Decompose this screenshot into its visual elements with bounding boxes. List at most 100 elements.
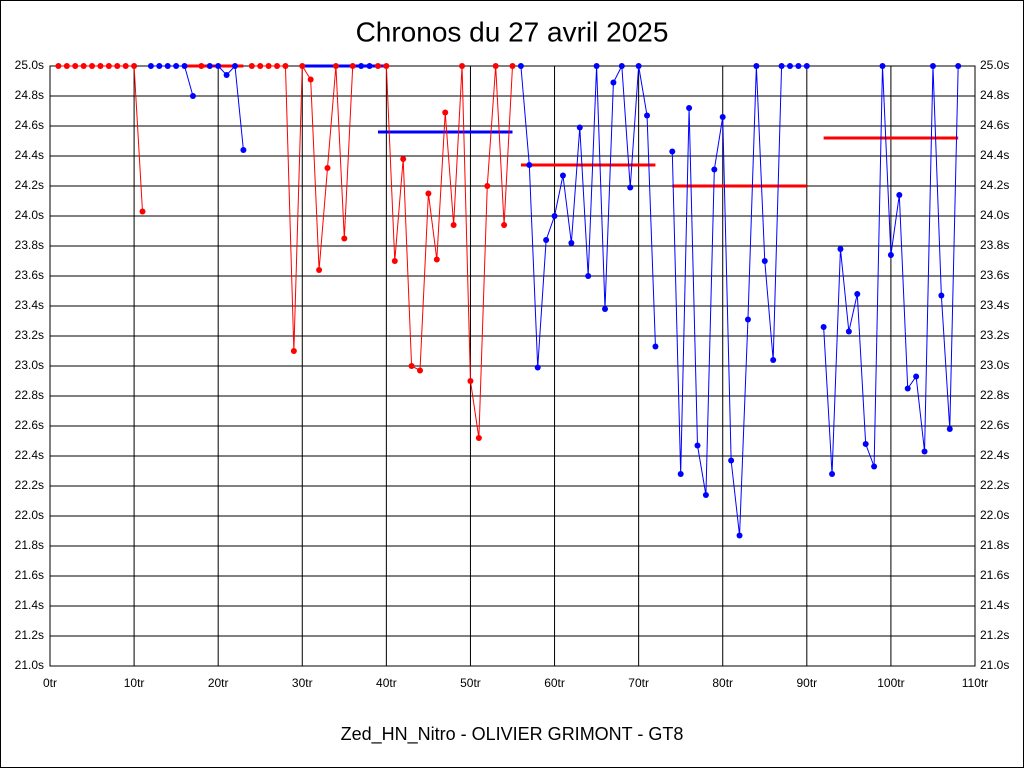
y2-tick-label: 21.2s xyxy=(980,628,1009,642)
x-tick-label: 20tr xyxy=(208,676,229,690)
lap-point xyxy=(316,267,323,273)
x-tick-label: 90tr xyxy=(796,676,817,690)
lap-point xyxy=(913,373,920,380)
lap-point xyxy=(534,364,541,371)
y-tick-label: 23.0s xyxy=(15,358,44,372)
y2-tick-label: 21.8s xyxy=(980,538,1009,552)
lap-point xyxy=(517,63,524,69)
y-tick-label: 22.2s xyxy=(15,478,44,492)
y-tick-label: 23.6s xyxy=(15,268,44,282)
lap-point xyxy=(559,172,566,179)
lap-point xyxy=(618,63,625,69)
lap-point xyxy=(820,324,827,330)
lap-point xyxy=(80,63,87,69)
lap-point xyxy=(299,63,306,69)
y2-tick-label: 23.6s xyxy=(980,268,1009,282)
y2-tick-label: 21.4s xyxy=(980,598,1009,612)
lap-point xyxy=(871,463,878,470)
lap-point xyxy=(374,63,381,69)
lap-point xyxy=(433,256,440,263)
lap-point xyxy=(854,291,861,297)
lap-point xyxy=(753,63,760,69)
lap-point xyxy=(114,63,121,69)
lap-point xyxy=(829,471,836,477)
lap-point xyxy=(526,162,533,168)
lap-point xyxy=(122,63,129,69)
lap-point xyxy=(652,343,659,350)
lap-point xyxy=(492,63,499,69)
y-tick-label: 23.8s xyxy=(15,238,44,252)
lap-point xyxy=(686,105,693,111)
lap-point xyxy=(156,63,163,69)
lap-point xyxy=(450,222,457,228)
lap-point xyxy=(400,156,407,162)
lap-point xyxy=(946,426,953,432)
y-tick-label: 24.8s xyxy=(15,88,44,102)
lap-point xyxy=(904,385,911,392)
lap-point xyxy=(282,63,289,69)
lap-point xyxy=(929,63,936,69)
lap-point xyxy=(593,63,600,69)
y2-tick-label: 21.0s xyxy=(980,658,1009,672)
lap-point xyxy=(635,63,642,69)
y2-tick-label: 24.8s xyxy=(980,88,1009,102)
lap-point xyxy=(139,208,146,215)
lap-point xyxy=(627,184,634,191)
x-tick-label: 50tr xyxy=(460,676,481,690)
lap-point xyxy=(105,63,112,69)
lap-point xyxy=(240,147,247,153)
lap-point xyxy=(568,240,575,246)
lap-point xyxy=(274,63,281,69)
lap-point xyxy=(719,114,726,120)
lap-point xyxy=(770,357,777,363)
y-tick-label: 22.8s xyxy=(15,388,44,402)
lap-point xyxy=(845,328,852,335)
lap-point xyxy=(55,63,62,69)
chart-title: Chronos du 27 avril 2025 xyxy=(356,16,669,47)
lap-point xyxy=(290,348,297,354)
x-tick-label: 80tr xyxy=(712,676,733,690)
y-tick-label: 22.0s xyxy=(15,508,44,522)
y2-tick-label: 25.0s xyxy=(980,58,1009,72)
lap-point xyxy=(181,63,188,69)
lap-point xyxy=(164,63,171,69)
lap-point xyxy=(425,190,432,197)
lap-point xyxy=(341,235,348,242)
lap-point xyxy=(803,63,810,69)
x-tick-label: 30tr xyxy=(292,676,313,690)
lap-point xyxy=(475,435,482,441)
lap-point xyxy=(417,367,423,374)
y2-tick-label: 23.2s xyxy=(980,328,1009,342)
lap-point xyxy=(131,63,138,69)
lap-point xyxy=(543,237,550,243)
y-tick-label: 21.2s xyxy=(15,628,44,642)
lap-point xyxy=(602,306,608,312)
lap-point xyxy=(358,63,365,69)
lap-point xyxy=(72,63,79,69)
lap-point xyxy=(862,441,869,447)
lap-point xyxy=(795,63,802,69)
lap-point xyxy=(501,222,508,228)
lap-point xyxy=(711,166,718,173)
y-tick-label: 24.4s xyxy=(15,148,44,162)
y-tick-label: 23.4s xyxy=(15,298,44,312)
lap-point xyxy=(938,292,945,299)
lap-point xyxy=(702,492,709,498)
y2-tick-label: 24.4s xyxy=(980,148,1009,162)
y2-tick-label: 22.0s xyxy=(980,508,1009,522)
lap-point xyxy=(232,63,238,69)
lap-point xyxy=(189,93,196,99)
x-tick-label: 100tr xyxy=(877,676,904,690)
y2-tick-label: 21.6s xyxy=(980,568,1009,582)
lap-point xyxy=(459,63,466,69)
x-tick-label: 60tr xyxy=(544,676,565,690)
lap-point xyxy=(551,213,558,219)
y2-tick-label: 22.2s xyxy=(980,478,1009,492)
lap-point xyxy=(97,63,104,69)
lap-point xyxy=(257,63,264,69)
y-tick-label: 22.4s xyxy=(15,448,44,462)
lap-point xyxy=(215,63,222,69)
lap-point xyxy=(761,258,768,264)
